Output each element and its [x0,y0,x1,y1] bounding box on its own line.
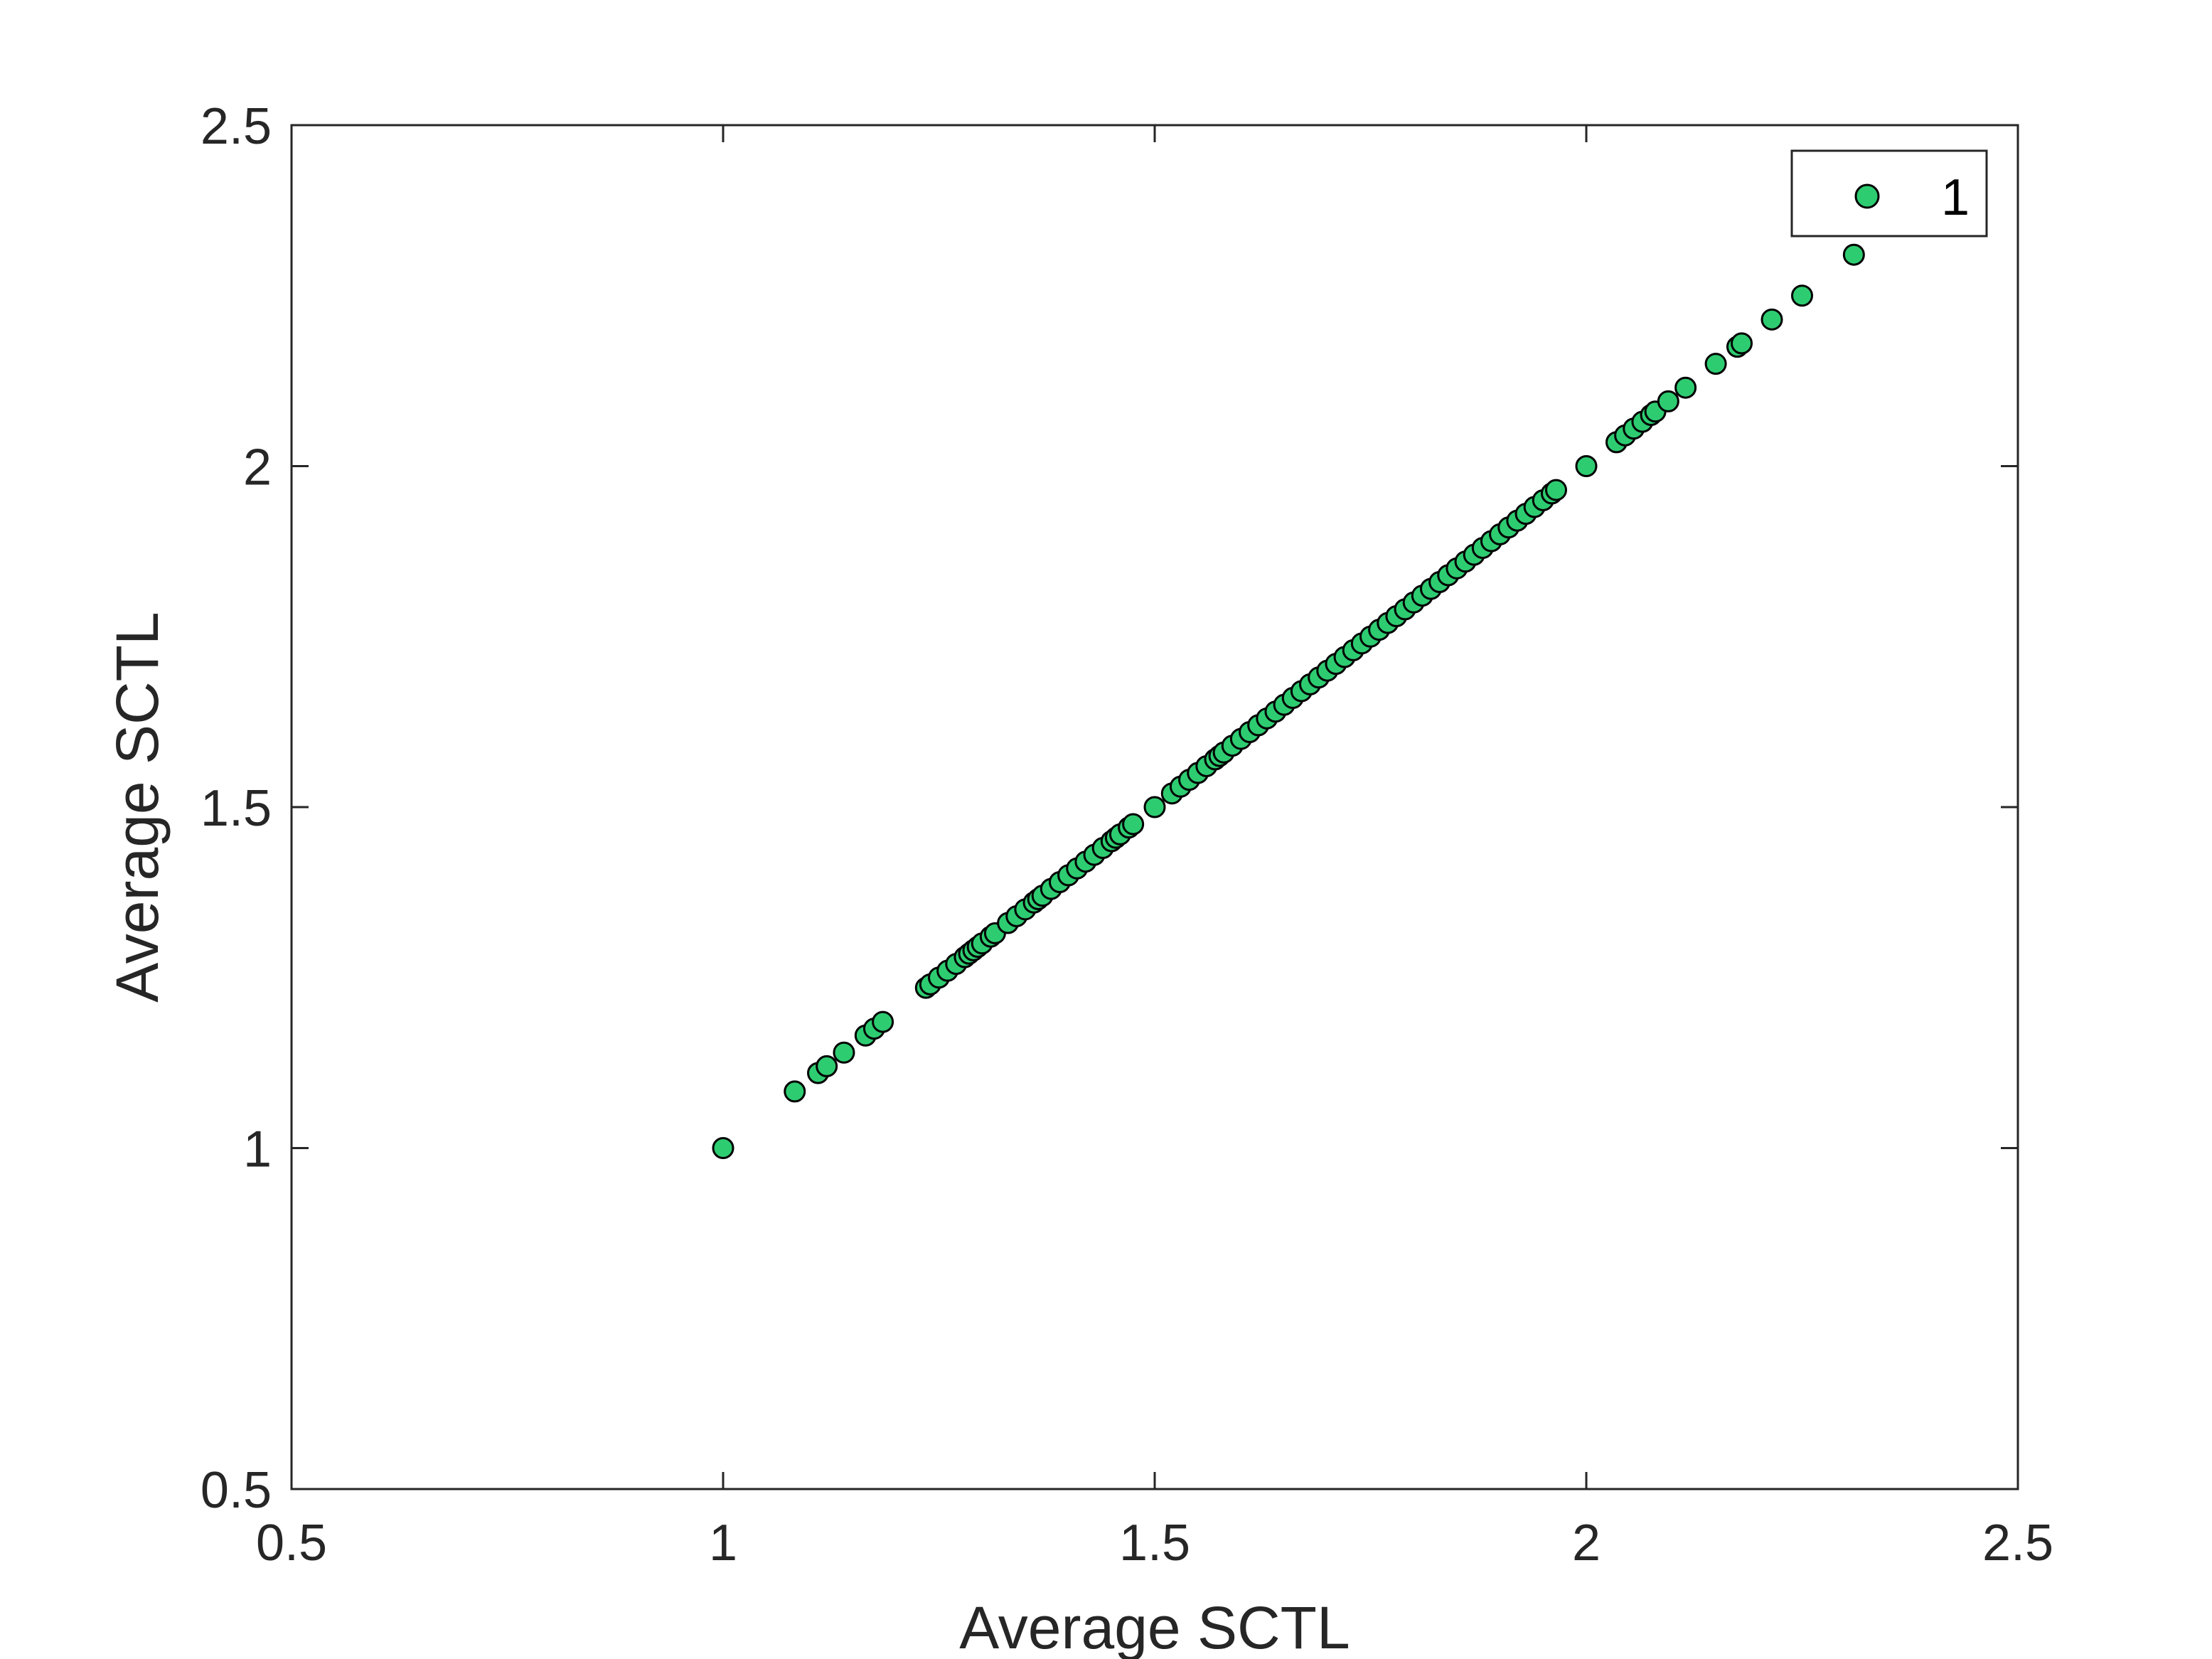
data-point [872,1010,894,1033]
plot-area-frame [290,124,2019,1490]
legend-box [1790,149,1988,238]
x-tick-label: 1.5 [1119,1515,1190,1572]
x-tick-labels: 0.5 1 1.5 2 2.5 [256,1515,2053,1572]
data-point [1674,376,1697,399]
x-tick-label: 2 [1572,1515,1601,1572]
y-tick-label: 2.5 [201,98,272,155]
data-point [1731,332,1753,355]
data-point [833,1041,855,1064]
y-axis-label: Average SCTL [104,612,171,1002]
data-point [1545,479,1568,501]
data-point [816,1055,838,1077]
data-points [712,243,1865,1159]
x-tick-label: 2.5 [1982,1515,2053,1572]
y-tick-labels: 0.5 1 1.5 2 2.5 [201,98,272,1519]
data-point [1143,796,1166,818]
data-point [1122,813,1145,836]
x-axis-label: Average SCTL [959,1594,1350,1659]
y-tick-label: 1 [243,1121,272,1178]
data-point [1842,243,1865,266]
data-point [784,1080,806,1103]
legend-marker [1854,183,1880,209]
y-tick-label: 2 [243,439,272,496]
data-point [1704,353,1727,375]
legend[interactable]: 1 [1790,149,1988,238]
legend-entry-label: 1 [1941,169,1970,226]
data-point [712,1137,734,1159]
y-tick-label: 1.5 [201,780,272,837]
x-tick-label: 0.5 [256,1515,327,1572]
x-tick-label: 1 [709,1515,737,1572]
data-point [1791,284,1813,307]
data-point [1657,390,1679,412]
data-point [1760,308,1783,331]
data-point [1575,455,1598,477]
y-tick-label: 0.5 [201,1462,272,1519]
